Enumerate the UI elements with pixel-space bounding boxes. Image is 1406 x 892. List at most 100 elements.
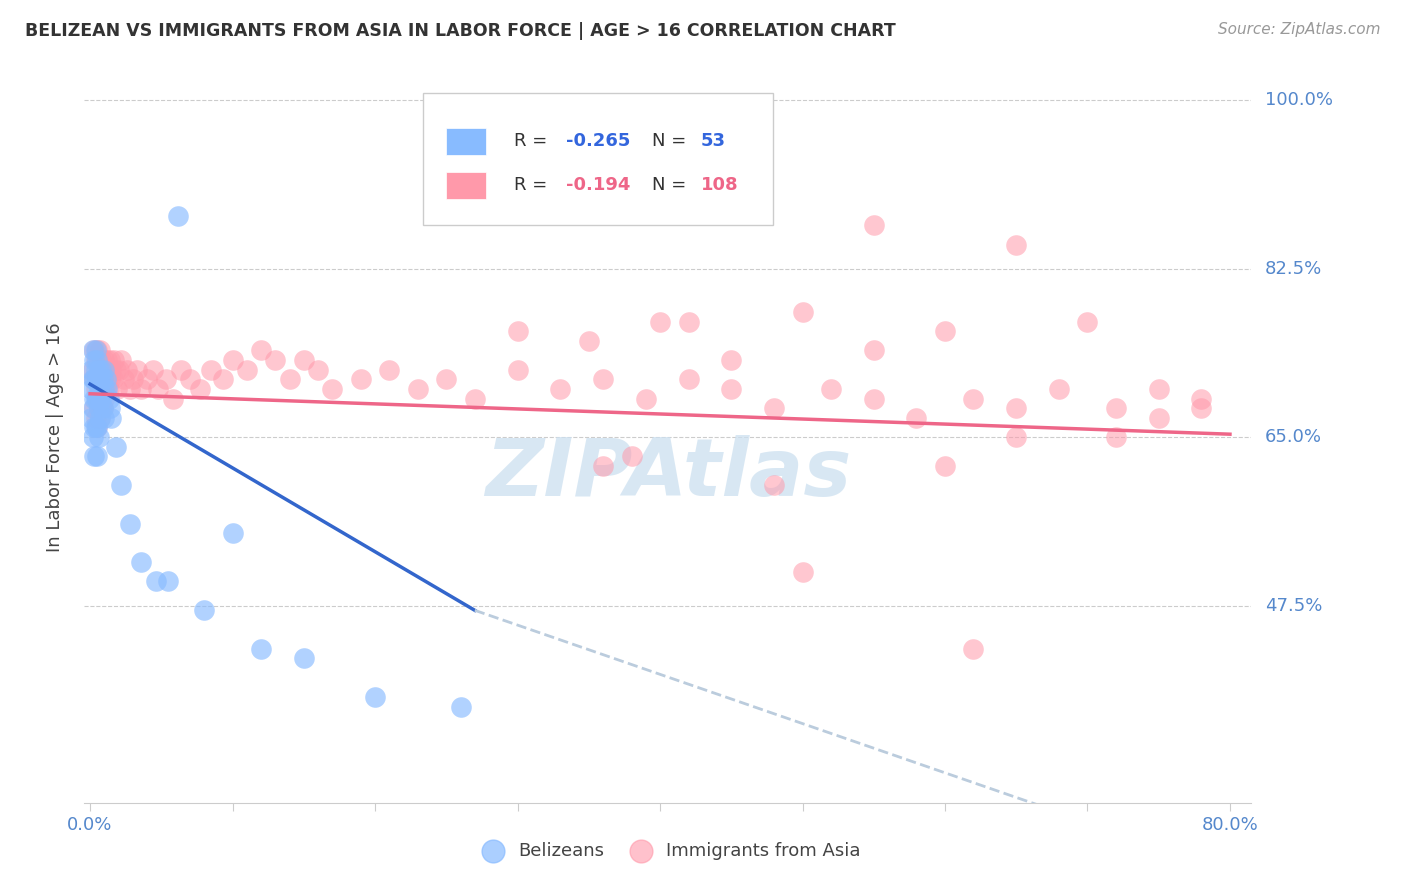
Point xyxy=(250,641,273,656)
Point xyxy=(592,458,614,473)
Point xyxy=(100,410,122,425)
Point xyxy=(86,372,108,386)
Point xyxy=(862,343,884,358)
Point xyxy=(934,458,956,473)
Point xyxy=(221,526,243,541)
Point xyxy=(87,353,110,368)
Point xyxy=(364,690,387,704)
Point xyxy=(155,372,177,386)
Point xyxy=(1191,392,1213,406)
Point xyxy=(792,565,814,579)
Point xyxy=(763,401,786,416)
Point xyxy=(142,362,165,376)
Point xyxy=(84,392,107,406)
Point xyxy=(86,353,108,368)
Text: 65.0%: 65.0% xyxy=(1265,428,1322,446)
Point xyxy=(162,392,184,406)
Point xyxy=(84,362,107,376)
Point xyxy=(862,392,884,406)
Point xyxy=(1005,401,1028,416)
Point xyxy=(450,699,472,714)
Point xyxy=(86,420,108,434)
Point xyxy=(86,420,108,434)
Point xyxy=(89,343,111,358)
Point xyxy=(101,372,124,386)
Y-axis label: In Labor Force | Age > 16: In Labor Force | Age > 16 xyxy=(45,322,63,552)
Point xyxy=(1147,382,1170,396)
Point xyxy=(110,353,132,368)
Point xyxy=(96,353,118,368)
Point xyxy=(90,401,112,416)
Point xyxy=(89,382,111,396)
Point xyxy=(80,410,103,425)
Point xyxy=(167,209,190,223)
Point xyxy=(118,382,141,396)
Point xyxy=(86,343,108,358)
Point xyxy=(200,362,222,376)
Point xyxy=(93,382,115,396)
Point xyxy=(82,430,104,444)
Point xyxy=(103,353,125,368)
Point xyxy=(84,420,107,434)
Point xyxy=(98,372,121,386)
Point xyxy=(131,382,153,396)
Point xyxy=(90,362,112,376)
Point xyxy=(82,372,104,386)
Point xyxy=(80,382,103,396)
Point xyxy=(264,353,287,368)
Point xyxy=(83,343,105,358)
Point xyxy=(86,372,108,386)
Point xyxy=(350,372,373,386)
Point xyxy=(89,372,111,386)
Point xyxy=(1147,410,1170,425)
Point xyxy=(89,410,111,425)
Point xyxy=(292,651,315,665)
Point xyxy=(136,372,159,386)
Point xyxy=(84,410,107,425)
FancyBboxPatch shape xyxy=(423,94,773,225)
Point xyxy=(434,372,457,386)
Point xyxy=(506,362,529,376)
Point xyxy=(98,401,121,416)
Point xyxy=(193,603,215,617)
Point xyxy=(89,392,111,406)
Text: 53: 53 xyxy=(700,132,725,150)
Point xyxy=(90,372,112,386)
Point xyxy=(93,353,115,368)
Point xyxy=(94,382,117,396)
Point xyxy=(91,372,114,386)
Point xyxy=(250,343,273,358)
Point xyxy=(962,641,984,656)
Point xyxy=(1105,430,1128,444)
Point xyxy=(93,392,115,406)
Text: 108: 108 xyxy=(700,176,738,194)
Point xyxy=(87,362,110,376)
Point xyxy=(82,362,104,376)
Point xyxy=(115,362,138,376)
Point xyxy=(307,362,329,376)
Text: N =: N = xyxy=(651,176,692,194)
Legend: Belizeans, Immigrants from Asia: Belizeans, Immigrants from Asia xyxy=(475,841,860,860)
Point xyxy=(678,315,700,329)
Point xyxy=(905,410,928,425)
Point xyxy=(107,362,129,376)
Point xyxy=(121,372,143,386)
Point xyxy=(87,401,110,416)
Point xyxy=(86,392,108,406)
Point xyxy=(84,353,107,368)
FancyBboxPatch shape xyxy=(446,171,486,199)
Text: R =: R = xyxy=(513,132,553,150)
Point xyxy=(464,392,486,406)
Point xyxy=(678,372,700,386)
Point xyxy=(648,315,671,329)
Point xyxy=(763,478,786,492)
Point xyxy=(170,362,193,376)
Point xyxy=(1047,382,1070,396)
FancyBboxPatch shape xyxy=(446,128,486,154)
Point xyxy=(145,574,167,589)
Point xyxy=(157,574,180,589)
Point xyxy=(83,353,105,368)
Text: -0.265: -0.265 xyxy=(567,132,631,150)
Point xyxy=(820,382,842,396)
Point xyxy=(962,392,984,406)
